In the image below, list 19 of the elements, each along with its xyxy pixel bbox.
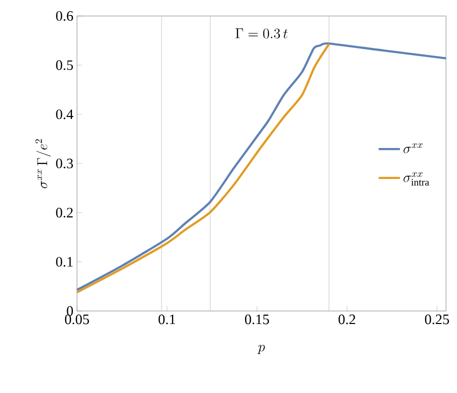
x-tick-label: 0.15 [244,314,269,324]
y-tick-label: 0 [66,306,73,316]
x-tick-label: 0.2 [338,314,356,324]
y-tick-label: 0.1 [56,256,73,267]
x-tick-label: 0.25 [425,314,449,324]
y-tick-label: 0.3 [56,158,73,168]
legend-label: $\sigma^{xx}_{\mathrm{intra}}$ [404,172,430,186]
y-tick-label: 0.2 [56,208,73,218]
y-tick-label: 0.4 [56,109,74,120]
line-series [76,42,330,294]
y-axis-title: $\sigma^{xx}\,\Gamma/e^2$ [35,139,51,188]
y-tick-label: 0.6 [56,11,74,21]
x-tick-label: 0.1 [158,314,176,324]
y-tick-label: 0.5 [56,60,73,70]
x-axis-title: $p$ [258,344,265,354]
line-series [76,42,448,291]
x-tick-label: 0.05 [64,314,89,324]
legend-label: $\sigma^{xx}$ [404,143,422,154]
annotation: $\Gamma = 0.3\,t$ [236,28,288,38]
